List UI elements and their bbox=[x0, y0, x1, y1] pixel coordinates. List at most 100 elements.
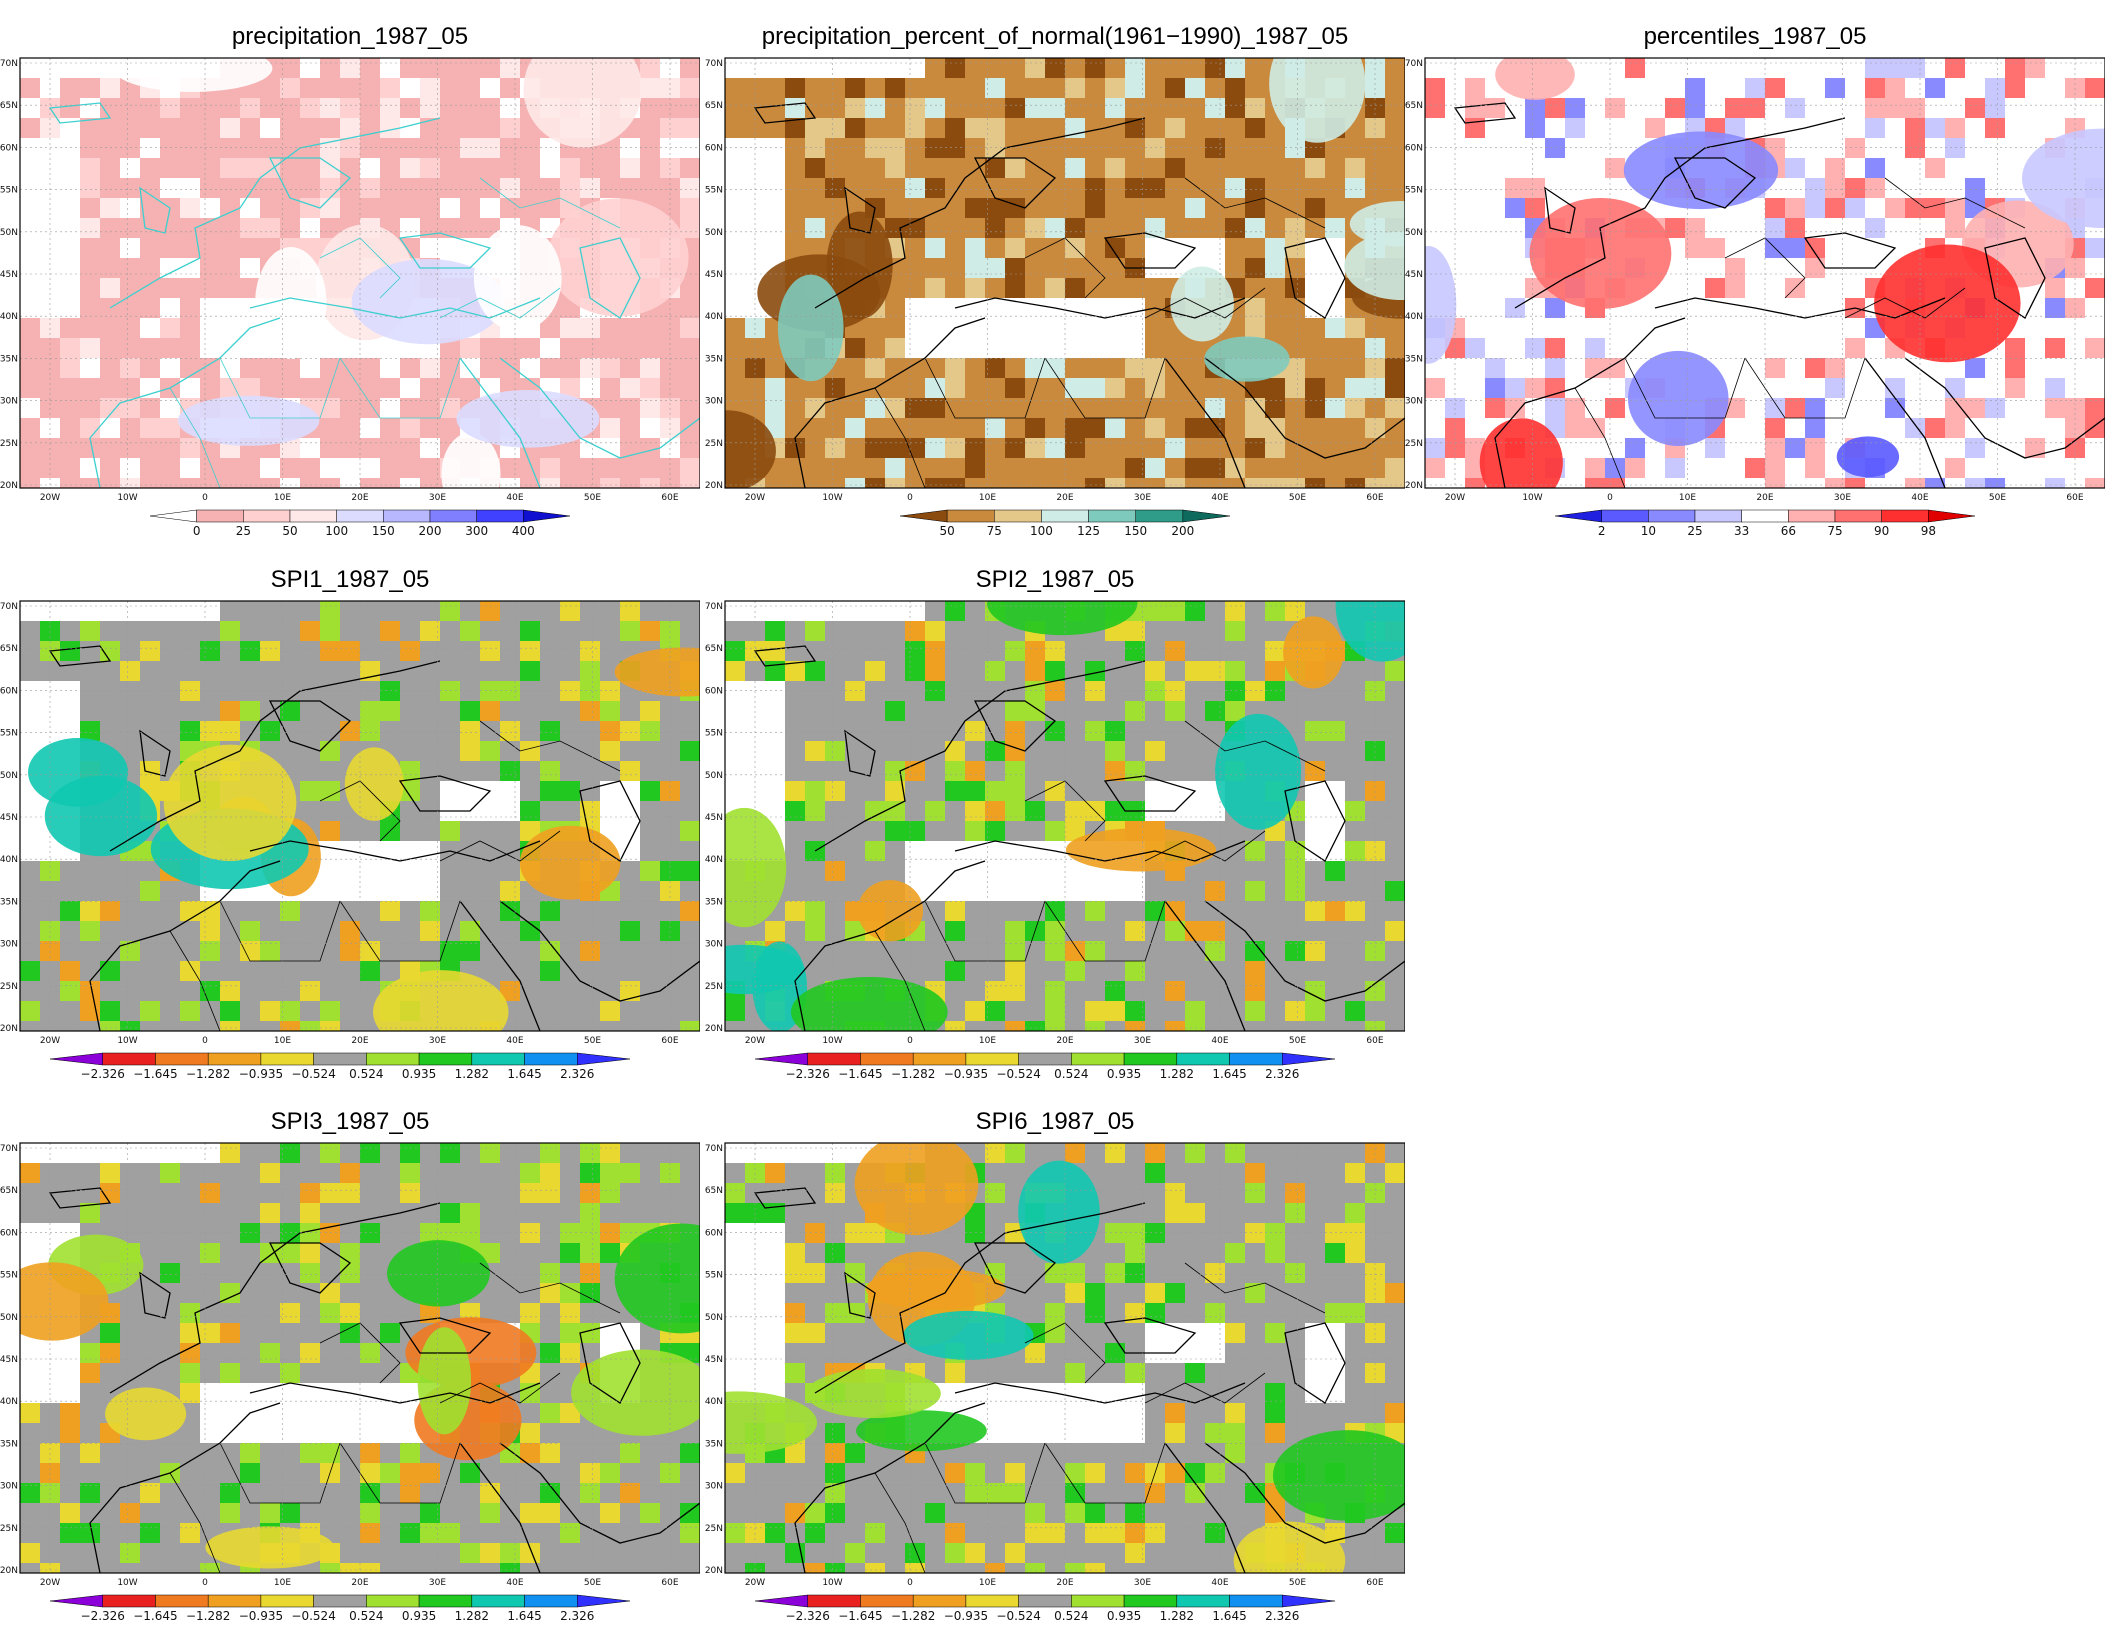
x-tick-label: 60E bbox=[2066, 493, 2083, 503]
colorbar-swatch bbox=[50, 1053, 103, 1065]
colorbar-label: 2.326 bbox=[1265, 1609, 1299, 1623]
colorbar-swatch bbox=[366, 1595, 419, 1607]
x-tick-label: 30E bbox=[1134, 1036, 1151, 1046]
y-tick-label: 70N bbox=[1405, 59, 1423, 69]
y-tick-label: 60N bbox=[0, 143, 18, 153]
colorbar-swatch bbox=[1602, 510, 1649, 522]
colorbar-label: 200 bbox=[1171, 524, 1194, 538]
colorbar-swatch bbox=[1882, 510, 1929, 522]
colorbar-label: −0.935 bbox=[944, 1609, 988, 1623]
x-tick-label: 50E bbox=[1289, 493, 1306, 503]
colorbar-swatch bbox=[1089, 510, 1136, 522]
colorbar-label: 400 bbox=[512, 524, 535, 538]
y-tick-label: 35N bbox=[705, 897, 723, 907]
y-tick-label: 40N bbox=[0, 1397, 18, 1407]
x-tick-label: 60E bbox=[661, 493, 678, 503]
colorbar-swatch bbox=[261, 1595, 314, 1607]
colorbar-label: 90 bbox=[1874, 524, 1889, 538]
colorbar-label: −1.645 bbox=[133, 1609, 177, 1623]
colorbar-label: −1.645 bbox=[838, 1609, 882, 1623]
y-tick-label: 65N bbox=[0, 644, 18, 654]
colorbar-swatch bbox=[1695, 510, 1742, 522]
y-tick-label: 35N bbox=[0, 897, 18, 907]
y-tick-label: 50N bbox=[705, 1313, 723, 1323]
colorbar-swatch bbox=[1282, 1053, 1335, 1065]
x-tick-label: 20W bbox=[745, 493, 765, 503]
colorbar-swatch bbox=[860, 1053, 913, 1065]
y-tick-label: 25N bbox=[0, 439, 18, 449]
colorbar-label: 1.282 bbox=[455, 1609, 489, 1623]
panel-title: SPI1_1987_05 bbox=[0, 565, 700, 595]
y-tick-label: 45N bbox=[705, 813, 723, 823]
colorbar-swatch bbox=[1177, 1595, 1230, 1607]
colorbar-label: 1.645 bbox=[507, 1067, 541, 1081]
colorbar-label: −1.282 bbox=[186, 1067, 230, 1081]
colorbar-swatch bbox=[261, 1053, 314, 1065]
y-tick-label: 60N bbox=[705, 686, 723, 696]
colorbar-swatch bbox=[913, 1053, 966, 1065]
x-tick-label: 60E bbox=[661, 1036, 678, 1046]
x-tick-label: 40E bbox=[506, 1036, 523, 1046]
colorbar-swatch bbox=[383, 510, 430, 522]
colorbar-label: −2.326 bbox=[81, 1609, 125, 1623]
y-tick-label: 55N bbox=[705, 1271, 723, 1281]
x-tick-label: 0 bbox=[202, 1036, 208, 1046]
colorbar-label: −0.935 bbox=[239, 1609, 283, 1623]
x-tick-label: 40E bbox=[1211, 1578, 1228, 1588]
y-tick-label: 55N bbox=[0, 729, 18, 739]
y-tick-label: 30N bbox=[705, 397, 723, 407]
x-tick-label: 0 bbox=[907, 493, 913, 503]
x-tick-label: 60E bbox=[661, 1578, 678, 1588]
colorbar-swatch bbox=[966, 1595, 1019, 1607]
colorbar-label: 125 bbox=[1077, 524, 1100, 538]
y-tick-label: 55N bbox=[0, 1271, 18, 1281]
colorbar-swatch bbox=[243, 510, 290, 522]
y-tick-label: 45N bbox=[0, 270, 18, 280]
x-tick-label: 60E bbox=[1366, 493, 1383, 503]
colorbar-label: 0.524 bbox=[1054, 1609, 1088, 1623]
y-tick-label: 70N bbox=[705, 602, 723, 612]
y-tick-label: 45N bbox=[0, 1355, 18, 1365]
x-tick-label: 0 bbox=[1607, 493, 1613, 503]
y-tick-label: 40N bbox=[0, 312, 18, 322]
colorbar-label: 1.645 bbox=[1212, 1067, 1246, 1081]
x-tick-label: 50E bbox=[584, 1036, 601, 1046]
colorbar-label: −2.326 bbox=[81, 1067, 125, 1081]
y-tick-label: 40N bbox=[705, 1397, 723, 1407]
colorbar-swatch bbox=[1648, 510, 1695, 522]
colorbar-label: 1.282 bbox=[1160, 1067, 1194, 1081]
colorbar-swatch bbox=[966, 1053, 1019, 1065]
colorbar-swatch bbox=[314, 1595, 367, 1607]
colorbar-label: 2.326 bbox=[1265, 1067, 1299, 1081]
colorbar-swatch bbox=[1177, 1053, 1230, 1065]
colorbar-swatch bbox=[419, 1595, 472, 1607]
y-tick-label: 70N bbox=[0, 602, 18, 612]
y-tick-label: 70N bbox=[0, 1144, 18, 1154]
y-tick-label: 20N bbox=[705, 481, 723, 491]
x-tick-label: 20E bbox=[351, 1036, 368, 1046]
x-tick-label: 30E bbox=[429, 493, 446, 503]
colorbar-swatch bbox=[197, 510, 244, 522]
y-tick-label: 20N bbox=[705, 1566, 723, 1576]
colorbar-swatch bbox=[755, 1595, 808, 1607]
x-tick-label: 20W bbox=[40, 1578, 60, 1588]
colorbar-label: 0.935 bbox=[1107, 1609, 1141, 1623]
colorbar-label: 2.326 bbox=[560, 1067, 594, 1081]
colorbar-swatch bbox=[155, 1053, 208, 1065]
x-tick-label: 60E bbox=[1366, 1578, 1383, 1588]
colorbar-swatch bbox=[1019, 1595, 1072, 1607]
colorbar-label: 300 bbox=[465, 524, 488, 538]
x-tick-label: 10E bbox=[274, 1578, 291, 1588]
colorbar-swatch bbox=[430, 510, 477, 522]
